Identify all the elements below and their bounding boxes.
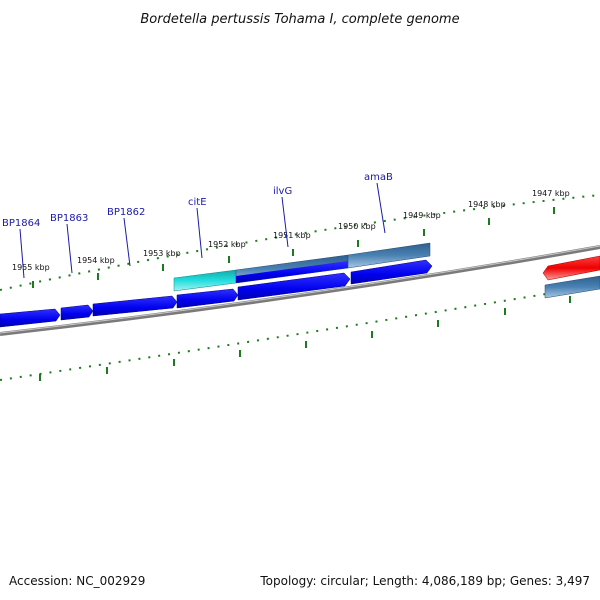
sequence-backbone-highlight [0, 245, 600, 334]
tick-label: 1947 kbp [532, 189, 570, 198]
gene-row-ilvG-lower[interactable] [237, 272, 351, 301]
tick-label: 1953 kbp [143, 249, 181, 258]
gene-ilvG-inner [236, 261, 348, 283]
outer-tick-arc [0, 194, 600, 291]
gene-row-citE-lower[interactable] [176, 288, 239, 309]
gene-label[interactable]: BP1864 [2, 218, 40, 229]
gene-label-leaders [19, 182, 386, 279]
gene-label[interactable]: BP1863 [50, 213, 88, 224]
gene-label[interactable]: ilvG [273, 186, 292, 197]
gene-citE[interactable] [173, 269, 237, 292]
tick-label: 1949 kbp [403, 211, 441, 220]
leader-line [281, 196, 289, 248]
gene-BP1862[interactable] [92, 295, 178, 317]
gene-label[interactable]: amaB [364, 172, 393, 183]
gene-label[interactable]: citE [188, 197, 207, 208]
gene-BP1863[interactable] [60, 304, 94, 321]
leader-line [376, 182, 386, 234]
leader-line [66, 223, 73, 274]
major-ticks [32, 207, 571, 381]
gene-steel-right[interactable] [544, 275, 600, 299]
gene-red[interactable] [542, 255, 600, 281]
sequence-backbone [0, 245, 600, 336]
gene-amaB[interactable] [347, 242, 431, 269]
tick-label: 1952 kbp [208, 240, 246, 249]
gene-BP1864[interactable] [0, 308, 61, 328]
gene-row-amaB-lower[interactable] [350, 259, 433, 285]
accession-text: Accession: NC_002929 [9, 574, 146, 588]
tick-label: 1954 kbp [77, 256, 115, 265]
leader-line [196, 207, 203, 259]
leader-line [123, 217, 131, 267]
leader-line [19, 228, 25, 279]
tick-label: 1951 kbp [273, 231, 311, 240]
inner-tick-arc [0, 284, 600, 381]
genome-summary-text: Topology: circular; Length: 4,086,189 bp… [260, 574, 590, 588]
gene-label[interactable]: BP1862 [107, 207, 145, 218]
tick-label: 1948 kbp [468, 200, 506, 209]
map-title: Bordetella pertussis Tohama I, complete … [140, 12, 459, 27]
tick-label: 1950 kbp [338, 222, 376, 231]
tick-label: 1955 kbp [12, 263, 50, 272]
